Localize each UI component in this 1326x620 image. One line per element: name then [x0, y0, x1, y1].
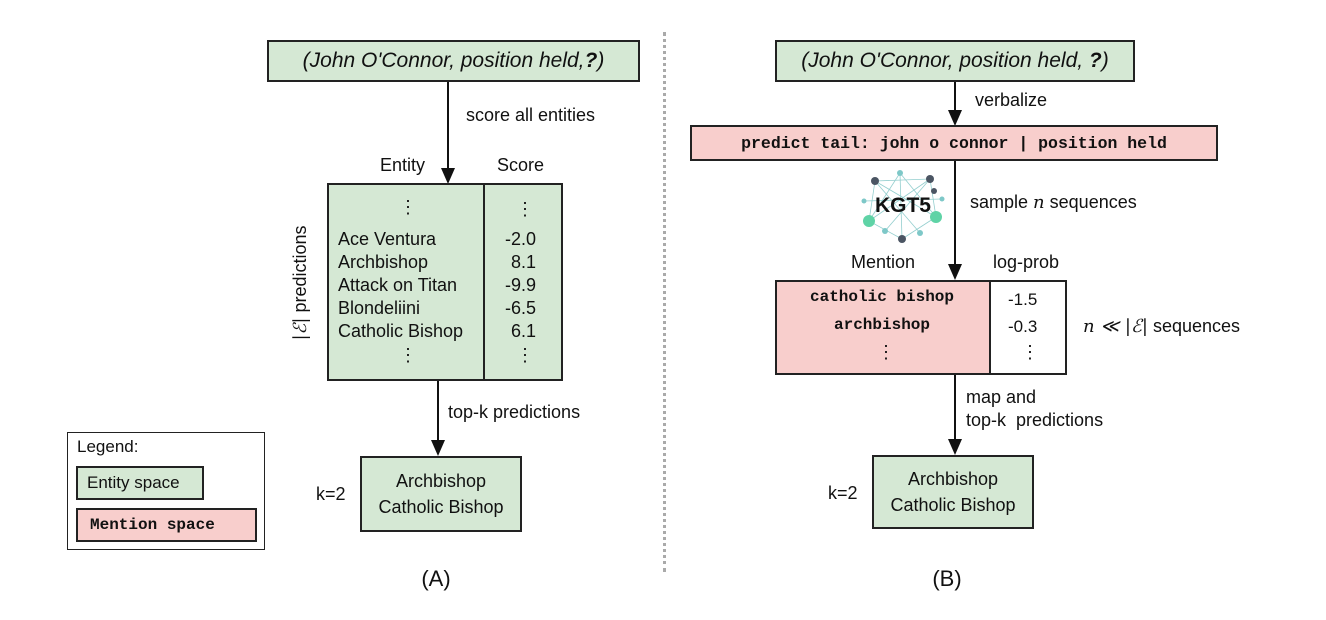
arrow-map-head [948, 439, 962, 455]
arrow-score-head [441, 168, 455, 184]
column-header-logprob: log-prob [993, 252, 1060, 272]
step-map-topk: map and top-k predictions [966, 386, 1103, 432]
step-map-line: map and [966, 387, 1037, 407]
legend-mention-space: Mention space [76, 508, 257, 542]
arrow-verbalize-shaft [954, 82, 956, 112]
caption-b: (B) [932, 566, 962, 591]
result-box-b: Archbishop Catholic Bishop [872, 455, 1034, 529]
mention-logprob-table [775, 280, 1067, 375]
arrow-verbalize-head [948, 110, 962, 126]
arrow-score-shaft [447, 82, 449, 182]
legend-entity-space: Entity space [76, 466, 204, 500]
entity-row: Attack on Titan [338, 275, 458, 295]
vertical-ellipsis-icon: ⋮ [516, 345, 534, 365]
step-map-line: top-k predictions [966, 410, 1104, 430]
mention-logprob-content: catholic bishop archbishop ⋮ -1.5 -0.3 ⋮ [777, 282, 1065, 373]
query-text-a: (John O'Connor, position held,?) [302, 49, 605, 72]
result-box-a: Archbishop Catholic Bishop [360, 456, 522, 532]
score-list: -2.0 8.1 -9.9 -6.5 6.1 [505, 228, 536, 343]
arrow-map-shaft [954, 375, 956, 440]
column-header-entity: Entity [380, 155, 426, 175]
table-divider [989, 282, 991, 373]
logprob-value: -1.5 [1008, 290, 1038, 309]
query-text-b: (John O'Connor, position held, ?) [801, 49, 1109, 72]
score-value: 8.1 [511, 252, 537, 272]
score-value: -9.9 [505, 275, 537, 295]
logprob-column-bg [991, 282, 1065, 373]
entity-row: Catholic Bishop [338, 321, 464, 341]
kgt5-network-graphic [861, 170, 945, 243]
query-box-b: (John O'Connor, position held, ?) [775, 40, 1135, 82]
kgt5-network-icon: KGT5 [860, 165, 946, 247]
arrow-topk-head [431, 440, 445, 456]
entity-set-cardinality: |ℰ| [290, 317, 311, 341]
panel-divider [663, 32, 666, 572]
arrow-sample-head [948, 264, 962, 280]
caption-a: (A) [421, 566, 451, 591]
score-value: -2.0 [505, 229, 537, 249]
column-header-mention: Mention [851, 252, 916, 272]
entity-list: Ace Ventura Archbishop Attack on Titan B… [338, 228, 463, 343]
step-score-all-entities: score all entities [466, 105, 596, 125]
predictions-word: predictions [290, 225, 310, 313]
step-sample-sequences: sample n sequences [970, 192, 1137, 213]
legend-entity-space-label: Entity space [87, 473, 180, 492]
legend-mention-space-label: Mention space [90, 516, 215, 534]
predictions-side-label: |ℰ| predictions [290, 198, 314, 368]
legend: Legend: Entity space Mention space [67, 432, 265, 550]
sequences-word: sequences [1152, 316, 1241, 336]
result-item: Archbishop [395, 471, 487, 491]
entity-score-table [327, 183, 563, 381]
vertical-ellipsis-icon: ⋮ [877, 342, 895, 362]
result-item: Catholic Bishop [890, 495, 1016, 515]
column-header-score: Score [497, 155, 545, 175]
result-item: Catholic Bishop [378, 497, 504, 517]
logprob-value: -0.3 [1008, 317, 1038, 336]
entity-row: Blondeliini [338, 298, 421, 318]
verbalized-input-box: predict tail: john o connor | position h… [690, 125, 1218, 161]
entity-row: Archbishop [338, 252, 429, 272]
n-much-less-than-entity-set: n ≪ |ℰ| [1083, 316, 1148, 337]
vertical-ellipsis-icon: ⋮ [516, 199, 534, 219]
entity-row: Ace Ventura [338, 229, 437, 249]
step-verbalize: verbalize [975, 90, 1048, 110]
k-label-a: k=2 [316, 484, 346, 504]
mention-row: archbishop [833, 316, 930, 334]
verbalized-input-text: predict tail: john o connor | position h… [741, 133, 1167, 153]
sequence-count-label: n ≪ |ℰ| sequences [1083, 316, 1240, 337]
mention-row: catholic bishop [809, 288, 955, 306]
query-box-a: (John O'Connor, position held,?) [267, 40, 640, 82]
step-topk-predictions: top-k predictions [448, 402, 581, 422]
k-label-b: k=2 [828, 483, 858, 503]
arrow-sample-shaft [954, 161, 956, 265]
vertical-ellipsis-icon: ⋮ [399, 345, 417, 365]
vertical-ellipsis-icon: ⋮ [1021, 342, 1039, 362]
score-value: 6.1 [511, 321, 537, 341]
entity-score-table-content: ⋮ ⋮ Ace Ventura Archbishop Attack on Tit… [329, 185, 561, 379]
kgt5-label: KGT5 [874, 194, 931, 217]
legend-title: Legend: [77, 437, 139, 456]
table-divider [483, 185, 485, 379]
vertical-ellipsis-icon: ⋮ [399, 197, 417, 217]
result-item: Archbishop [907, 469, 999, 489]
score-value: -6.5 [505, 298, 537, 318]
arrow-topk-shaft [437, 381, 439, 441]
